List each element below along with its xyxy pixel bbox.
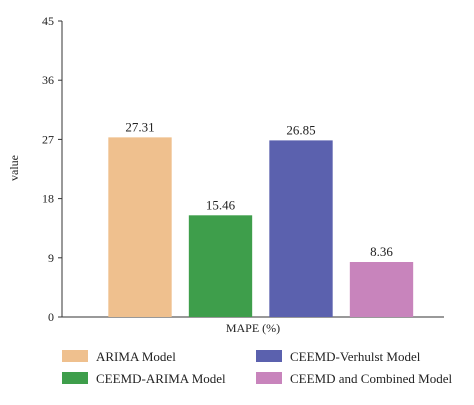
legend-label-1: ARIMA Model — [96, 349, 176, 364]
x-axis-title: MAPE (%) — [226, 321, 280, 335]
legend: ARIMA Model CEEMD-ARIMA Model CEEMD-Verhul… — [62, 349, 453, 386]
data-label-1: 27.31 — [125, 119, 154, 134]
legend-swatch-4 — [256, 372, 282, 384]
legend-swatch-2 — [62, 372, 88, 384]
data-label-2: 15.46 — [206, 197, 236, 212]
legend-label-3: CEEMD-Verhulst Model — [290, 349, 421, 364]
data-label-3: 26.85 — [286, 122, 315, 137]
legend-label-4: CEEMD and Combined Model — [290, 371, 453, 386]
y-tick-label: 45 — [42, 14, 54, 28]
y-tick-label: 36 — [42, 73, 54, 87]
y-tick-label: 27 — [42, 132, 54, 146]
bar-2 — [188, 215, 253, 317]
y-tick-label: 9 — [48, 251, 54, 265]
bars — [108, 137, 414, 317]
bar-1 — [108, 137, 172, 317]
bar-3 — [269, 140, 333, 317]
bar-4 — [349, 262, 414, 317]
legend-swatch-1 — [62, 350, 88, 362]
data-labels: 27.31 15.46 26.85 8.36 — [125, 119, 393, 259]
y-tick-label: 18 — [42, 192, 54, 206]
y-axis-title: value — [7, 155, 21, 181]
legend-label-2: CEEMD-ARIMA Model — [96, 371, 226, 386]
legend-swatch-3 — [256, 350, 282, 362]
data-label-4: 8.36 — [370, 244, 393, 259]
y-tick-label: 0 — [48, 310, 54, 324]
